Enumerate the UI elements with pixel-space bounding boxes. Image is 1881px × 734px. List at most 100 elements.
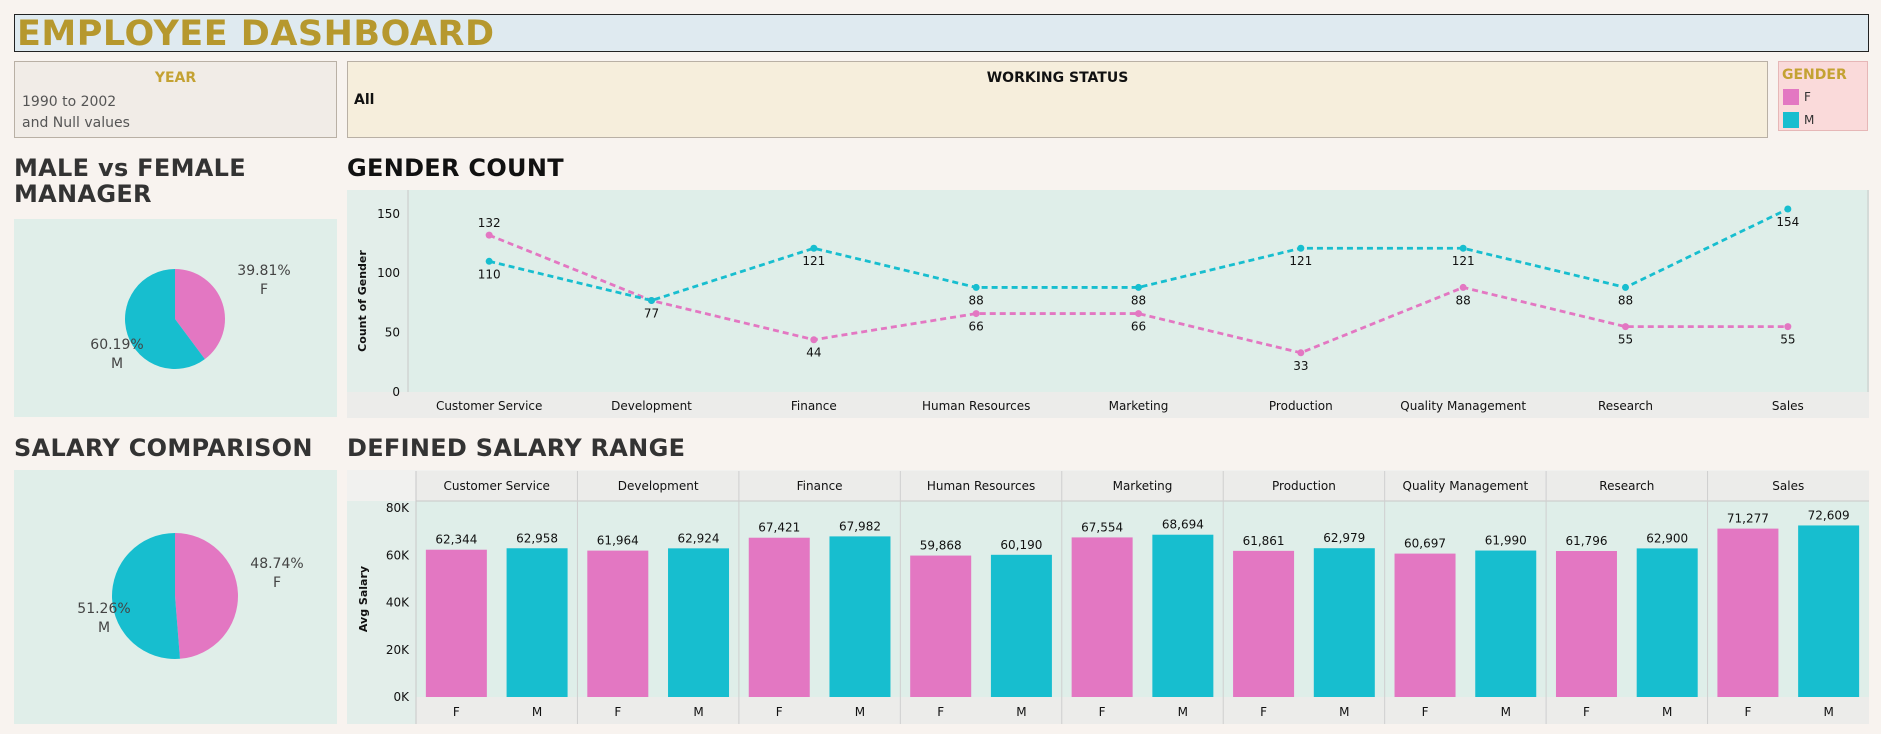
salary-data-label: 67,421 [758, 521, 800, 535]
salary-xaxis-corner [347, 697, 416, 724]
salary-bar-male[interactable] [506, 548, 568, 697]
salary-xaxis-area [347, 697, 1869, 724]
year-filter-title: YEAR [154, 70, 197, 86]
gender-data-label: 121 [1452, 254, 1475, 268]
gender-xaxis-area [347, 392, 1869, 418]
gender-point-female[interactable] [1459, 283, 1467, 291]
salary-bar-male[interactable] [1313, 548, 1375, 697]
salary-bar-female[interactable] [1717, 528, 1779, 697]
salary-pie-male-label: M [97, 620, 111, 636]
gender-point-female[interactable] [1135, 310, 1142, 318]
gender-yaxis-title: Count of Gender [356, 250, 369, 352]
gender-xtick-label: Marketing [1109, 399, 1169, 413]
year-filter-line1: 1990 to 2002 [22, 94, 117, 110]
salary-pie-label-male: 51.26% M [59, 600, 149, 638]
salary-comparison-section-title: SALARY COMPARISON [14, 434, 313, 462]
salary-data-label: 60,697 [1404, 537, 1446, 551]
working-status-filter[interactable]: WORKING STATUS All [347, 61, 1768, 138]
gender-line-female[interactable] [488, 233, 1788, 355]
salary-data-label: 60,190 [1000, 538, 1042, 552]
gender-point-female[interactable] [810, 336, 818, 344]
salary-ytick-label: 0K [393, 690, 410, 704]
salary-bar-male[interactable] [668, 548, 730, 697]
gender-data-label: 77 [644, 307, 659, 321]
gender-point-female[interactable] [485, 231, 493, 239]
salary-bar-male[interactable] [1636, 548, 1698, 697]
salary-pie-female-label: F [272, 575, 282, 591]
manager-section-title: MALE vs FEMALE MANAGER [14, 154, 246, 208]
gender-point-female[interactable] [1622, 323, 1629, 331]
year-filter-value[interactable]: 1990 to 2002 and Null values [22, 92, 130, 134]
gender-legend-title: GENDER [1782, 67, 1847, 83]
salary-data-label: 61,990 [1485, 534, 1527, 548]
salary-bar-female[interactable] [748, 537, 810, 697]
gender-line-male[interactable] [488, 207, 1789, 302]
salary-plot-area [416, 501, 1869, 697]
salary-bar-male[interactable] [1798, 525, 1860, 697]
salary-gender-tick-label: F [1744, 705, 1751, 719]
manager-pie-slice-male[interactable] [124, 269, 205, 369]
gender-xtick-label: Human Resources [922, 399, 1030, 413]
gender-ytick-label: 0 [392, 385, 400, 399]
manager-pie-label-male: 60.19% M [72, 336, 162, 374]
salary-bar-female[interactable] [1233, 550, 1295, 697]
year-filter[interactable]: YEAR 1990 to 2002 and Null values [14, 61, 337, 138]
gender-point-male[interactable] [1135, 283, 1142, 291]
gender-data-label: 88 [969, 293, 984, 307]
salary-ytick-label: 80K [386, 501, 410, 515]
gender-point-male[interactable] [1459, 244, 1467, 252]
working-status-filter-title: WORKING STATUS [986, 70, 1129, 86]
manager-pie-slice-female[interactable] [175, 269, 225, 360]
gender-legend: GENDER F M [1778, 61, 1868, 131]
salary-category-header: Production [1272, 479, 1336, 493]
gender-ytick-label: 100 [377, 266, 400, 280]
salary-pie-female-pct: 48.74% [250, 556, 304, 572]
salary-category-header: Sales [1772, 479, 1804, 493]
salary-data-label: 61,861 [1243, 534, 1285, 548]
salary-pie-slice-female[interactable] [175, 533, 238, 659]
salary-range-section-title: DEFINED SALARY RANGE [347, 434, 686, 462]
gender-point-male[interactable] [1297, 244, 1305, 252]
working-status-filter-value[interactable]: All [354, 92, 375, 108]
gender-point-female[interactable] [972, 310, 980, 318]
salary-category-header: Marketing [1113, 479, 1173, 493]
gender-point-male[interactable] [1622, 283, 1629, 291]
gender-point-male[interactable] [810, 244, 818, 252]
salary-data-label: 62,900 [1646, 531, 1688, 545]
salary-category-header: Finance [797, 479, 843, 493]
salary-gender-tick-label: M [855, 705, 865, 719]
manager-pie-female-pct: 39.81% [237, 263, 291, 279]
salary-bar-male[interactable] [1152, 534, 1214, 697]
salary-gender-tick-label: F [453, 705, 460, 719]
gender-point-female[interactable] [1297, 349, 1305, 357]
salary-bar-male[interactable] [829, 536, 891, 697]
gender-point-female[interactable] [1784, 323, 1792, 331]
gender-ytick-label: 50 [385, 326, 400, 340]
gender-point-male[interactable] [1784, 205, 1792, 213]
salary-bar-female[interactable] [910, 555, 972, 697]
gender-point-male[interactable] [648, 297, 655, 305]
salary-bar-male[interactable] [990, 554, 1052, 697]
salary-data-label: 68,694 [1162, 518, 1204, 532]
salary-pie-label-female: 48.74% F [237, 555, 317, 593]
gender-data-label: 33 [1293, 359, 1308, 373]
salary-range-chart: 0K 20K 40K 60K 80K Avg Salary Customer Service… [347, 470, 1869, 724]
gender-point-male[interactable] [485, 257, 493, 265]
salary-yaxis-area [347, 501, 416, 697]
legend-item-male[interactable]: M [1783, 112, 1814, 128]
salary-data-label: 61,964 [597, 534, 639, 548]
salary-bar-female[interactable] [587, 550, 649, 697]
salary-pie-slice-male[interactable] [112, 533, 180, 659]
gender-xtick-label: Quality Management [1400, 399, 1526, 413]
salary-bar-female[interactable] [1394, 553, 1456, 697]
gender-point-male[interactable] [972, 283, 980, 291]
salary-comparison-pie-chart [112, 533, 238, 659]
legend-item-female[interactable]: F [1783, 89, 1811, 105]
salary-bar-male[interactable] [1475, 550, 1537, 697]
salary-bar-female[interactable] [1071, 537, 1133, 697]
salary-bar-female[interactable] [1555, 551, 1617, 697]
gender-data-label: 132 [478, 216, 501, 230]
salary-gender-tick-label: M [1501, 705, 1511, 719]
gender-count-chart: 0 50 100 150 Count of Gender Customer Service… [347, 190, 1869, 418]
salary-bar-female[interactable] [425, 549, 487, 697]
